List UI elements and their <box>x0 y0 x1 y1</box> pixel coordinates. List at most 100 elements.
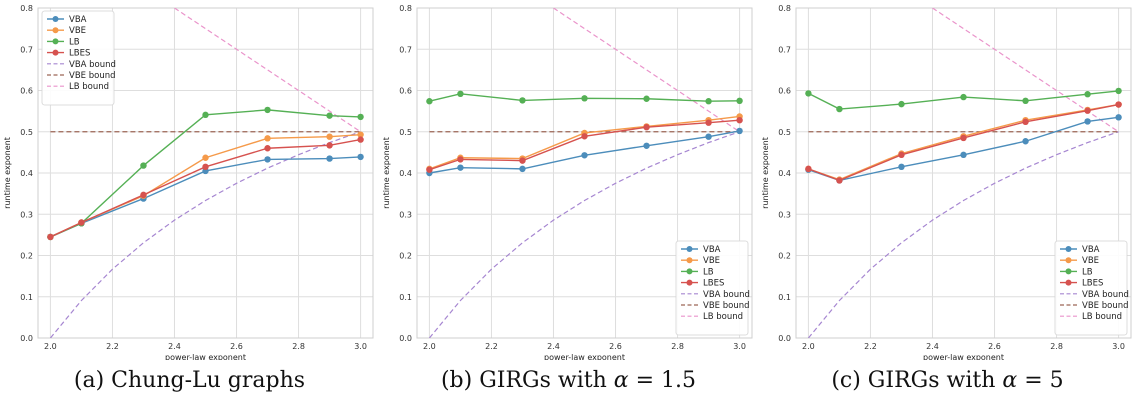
vbe-point <box>202 154 209 161</box>
lbes-point <box>1115 101 1122 108</box>
lbes-point <box>898 151 905 159</box>
legend-item-vba-bound: VBA bound <box>1060 290 1129 300</box>
y-tick-label: 0.6 <box>778 87 791 96</box>
lb-point <box>805 90 812 97</box>
y-tick-label: 0.7 <box>20 45 33 54</box>
x-tick-label: 2.0 <box>802 342 815 351</box>
lb-point <box>326 112 333 119</box>
lbes-point <box>426 166 433 173</box>
legend-label-vba: VBA <box>69 15 87 25</box>
vbe-point <box>264 135 271 142</box>
vba-point <box>326 155 333 162</box>
lb-bound-line <box>553 8 740 133</box>
legend-marker-lbes <box>52 49 59 56</box>
legend-label-vba-bound: VBA bound <box>703 290 750 300</box>
y-tick-label: 0.2 <box>778 252 791 261</box>
x-tick-label: 2.4 <box>547 342 560 351</box>
x-axis-label: power-law exponent <box>165 353 246 360</box>
y-tick-label: 0.1 <box>399 293 412 302</box>
lb-point <box>836 105 843 113</box>
y-tick-label: 0.1 <box>20 293 33 302</box>
y-tick-label: 0.5 <box>778 128 791 137</box>
legend-label-vbe-bound: VBE bound <box>703 301 749 311</box>
legend-item-lbes: LBES <box>681 279 724 289</box>
vba-point <box>357 153 364 161</box>
x-tick-label: 3.0 <box>354 342 367 351</box>
y-tick-label: 0.2 <box>20 252 33 261</box>
legend-marker-vba <box>686 246 693 252</box>
y-tick-label: 0.0 <box>778 334 791 343</box>
x-tick-label: 2.8 <box>671 342 684 351</box>
x-tick-label: 2.6 <box>988 342 1001 351</box>
vbe-point <box>357 131 364 138</box>
legend-item-lb-bound: LB bound <box>47 82 109 92</box>
legend-label-vbe-bound: VBE bound <box>69 71 115 81</box>
x-tick-label: 2.2 <box>485 342 498 351</box>
legend-label-vbe: VBE <box>69 26 86 36</box>
legend-item-lbes: LBES <box>47 49 90 59</box>
y-tick-label: 0.1 <box>778 293 791 302</box>
lb-point <box>519 97 526 104</box>
y-tick-label: 0.5 <box>20 128 33 137</box>
legend-item-vba-bound: VBA bound <box>47 60 116 70</box>
y-tick-label: 0.4 <box>778 169 791 178</box>
lb-point <box>457 90 464 98</box>
legend-item-lb: LB <box>681 267 714 277</box>
chart-a: 2.0 2.2 2.4 2.6 2.8 3.0 0.0 0.1 0.2 0.3 0.4 0.5 0.6 0… <box>3 4 374 360</box>
vba-point <box>736 127 743 135</box>
legend-label-vbe: VBE <box>703 256 720 266</box>
lbes-point <box>643 124 650 131</box>
legend-marker-lb <box>1065 268 1072 275</box>
x-tick-label: 2.6 <box>609 342 622 351</box>
lbes-point <box>519 157 526 164</box>
vba-point <box>1022 138 1029 145</box>
legend-marker-lb <box>686 268 693 275</box>
lbes-point <box>581 133 588 140</box>
legend-marker-vbe <box>52 27 59 34</box>
caption-c-value: = 5 <box>1017 368 1064 393</box>
lb-point <box>643 95 650 102</box>
x-tick-label: 2.2 <box>106 342 119 351</box>
vbe-point <box>326 133 333 140</box>
series-group <box>805 8 1122 338</box>
series-group <box>47 8 364 338</box>
vba-bound-line <box>428 131 740 338</box>
lbes-point <box>836 177 843 184</box>
vba-point <box>457 164 464 171</box>
lbes-point <box>960 134 967 142</box>
legend-item-lb-bound: LB bound <box>681 312 743 322</box>
legend-marker-lb <box>52 38 59 45</box>
lb-point <box>264 106 271 114</box>
lbes-point <box>1084 107 1091 114</box>
legend-marker-vbe <box>1065 257 1072 264</box>
vba-point <box>705 133 712 140</box>
lb-point <box>426 98 433 105</box>
vba-point <box>1115 114 1122 121</box>
legend-label-lb-bound: LB bound <box>69 82 109 92</box>
x-tick-label: 2.0 <box>423 342 436 351</box>
chart-panel-a: 2.0 2.2 2.4 2.6 2.8 3.0 0.0 0.1 0.2 0.3 0.4 0.5 0.6 0… <box>0 0 379 417</box>
y-tick-label: 0.3 <box>778 210 791 219</box>
vba-point <box>264 156 271 163</box>
legend-item-vbe-bound: VBE bound <box>1060 301 1128 311</box>
legend-label-vbe-bound: VBE bound <box>1082 301 1128 311</box>
x-axis-label: power-law exponent <box>544 353 625 360</box>
vba-point <box>581 152 588 159</box>
legend-label-lbes: LBES <box>69 49 90 59</box>
legend-item-vba: VBA <box>1060 245 1100 255</box>
legend-box <box>675 240 749 336</box>
x-tick-label: 2.6 <box>230 342 243 351</box>
y-tick-label: 0.4 <box>399 169 412 178</box>
plot-frame <box>416 7 753 339</box>
lbes-point <box>1022 118 1029 126</box>
legend-label-vba: VBA <box>703 245 721 255</box>
legend-marker-vba <box>1065 246 1072 252</box>
lbes-point <box>140 191 147 199</box>
y-tick-label: 0.7 <box>778 45 791 54</box>
y-tick-label: 0.8 <box>20 4 33 13</box>
caption-b-value: = 1.5 <box>628 368 697 393</box>
x-tick-label: 2.8 <box>292 342 305 351</box>
